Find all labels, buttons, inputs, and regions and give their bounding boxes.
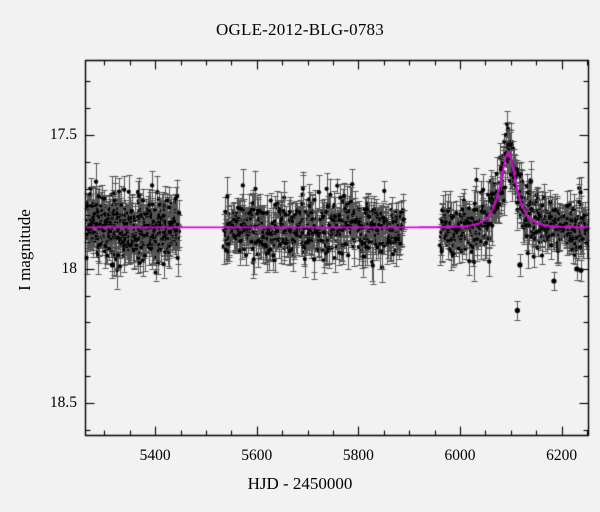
y-axis-label: I magnitude (15, 209, 34, 291)
x-tick-label: 6000 (444, 447, 476, 464)
x-tick-label: 5400 (139, 447, 171, 464)
x-tick-label: 6200 (546, 447, 578, 464)
y-tick-label: 18.5 (49, 393, 77, 411)
x-tick-label: 5600 (241, 447, 273, 464)
x-axis-label: HJD - 2450000 (247, 474, 353, 493)
x-tick-label: 5800 (342, 447, 374, 464)
y-tick-label: 18 (61, 259, 78, 277)
y-tick-label: 17.5 (49, 126, 77, 143)
page-title: OGLE-2012-BLG-0783 (216, 20, 384, 39)
